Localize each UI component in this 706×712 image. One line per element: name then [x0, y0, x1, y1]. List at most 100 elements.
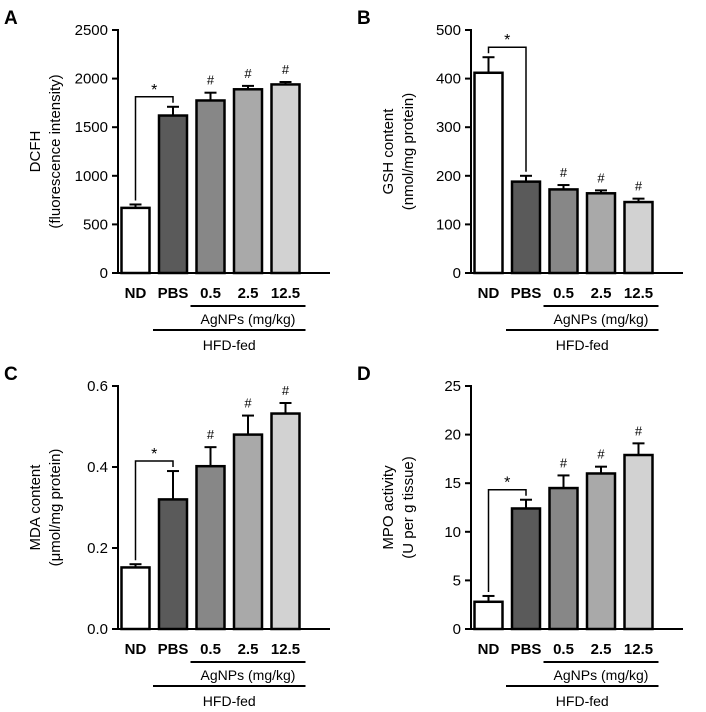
panel-letter: A: [4, 8, 18, 29]
y-tick-label: 1500: [75, 119, 108, 136]
y-tick-label: 0: [453, 265, 461, 282]
significance-hash: #: [282, 383, 290, 398]
bar-2-5: [232, 88, 264, 275]
panel-letter: C: [4, 364, 18, 385]
agnps-label: AgNPs (mg/kg): [554, 311, 649, 327]
significance-star: *: [151, 446, 157, 463]
y-tick-label: 0.2: [87, 540, 108, 557]
x-tick-label: 0.5: [200, 641, 221, 658]
y-tick-label: 500: [83, 216, 108, 233]
significance-hash: #: [560, 165, 568, 180]
significance-hash: #: [282, 62, 290, 77]
panel-b: B GSH content (nmol/mg protein) 0 100 200 300 4…: [353, 0, 706, 356]
significance-bracket: [134, 460, 174, 561]
y-tick-label: 2000: [75, 71, 108, 88]
y-tick-label: 15: [444, 475, 461, 492]
x-tick-label: 2.5: [591, 641, 612, 658]
y-axis-label-line2: (μmol/mg protein): [47, 449, 64, 567]
bar-0-5: [195, 464, 226, 631]
bar-pbs: [510, 507, 542, 631]
bar-nd: [120, 206, 151, 275]
y-axis-label-line1: GSH content: [380, 108, 397, 195]
x-tick-label: 0.5: [200, 285, 221, 302]
x-tick-label: 12.5: [624, 641, 653, 658]
x-tick-label: 0.5: [553, 285, 574, 302]
significance-hash: #: [597, 170, 605, 185]
significance-star: *: [504, 475, 510, 492]
y-tick-label: 0.4: [87, 459, 108, 476]
bar-0-5: [548, 486, 579, 631]
x-tick-label: PBS: [511, 285, 542, 302]
y-tick-label: 300: [436, 119, 461, 136]
agnps-label: AgNPs (mg/kg): [201, 311, 296, 327]
x-tick-label: ND: [125, 641, 147, 658]
y-axis-label-line1: DCFH: [27, 131, 44, 173]
y-axis-label-line2: (fluorescence intensity): [47, 74, 64, 228]
y-tick-label: 10: [444, 524, 461, 541]
significance-hash: #: [635, 423, 643, 438]
y-tick-label: 0.0: [87, 621, 108, 638]
y-axis-label-line2: (nmol/mg protein): [400, 93, 417, 211]
agnps-label: AgNPs (mg/kg): [554, 667, 649, 683]
y-axis-label-line2: (U per g tissue): [400, 456, 417, 559]
chart-b: B GSH content (nmol/mg protein) 0 100 200 300 4…: [357, 8, 683, 353]
bar-nd: [473, 600, 504, 631]
y-tick-label: 5: [453, 572, 461, 589]
x-tick-label: 2.5: [591, 285, 612, 302]
significance-bracket: [134, 96, 174, 201]
significance-hash: #: [207, 427, 215, 442]
panel-letter: B: [357, 8, 371, 29]
bar-12-5: [270, 412, 301, 631]
y-axis-label: GSH content (nmol/mg protein): [380, 93, 417, 211]
bar-0-5: [548, 188, 579, 275]
hfd-label: HFD-fed: [556, 337, 609, 353]
y-tick-label: 25: [444, 378, 461, 395]
x-tick-label: 12.5: [271, 285, 300, 302]
x-tick-label: PBS: [511, 641, 542, 658]
panel-d: D MPO activity (U per g tissue) 0 5 10 15 20 25 N…: [353, 356, 706, 712]
x-tick-label: 0.5: [553, 641, 574, 658]
chart-c: C MDA content (μmol/mg protein) 0.0 0.2 0.4 0.…: [4, 364, 330, 709]
x-tick-label: ND: [125, 285, 147, 302]
hfd-label: HFD-fed: [203, 693, 256, 709]
significance-star: *: [151, 82, 157, 99]
bar-nd: [473, 71, 504, 275]
y-tick-label: 500: [436, 22, 461, 39]
hfd-label: HFD-fed: [203, 337, 256, 353]
bar-12-5: [623, 200, 654, 275]
y-tick-label: 0: [100, 265, 108, 282]
x-tick-label: ND: [478, 285, 500, 302]
y-axis-label: MDA content (μmol/mg protein): [27, 449, 64, 567]
x-tick-label: 12.5: [624, 285, 653, 302]
y-axis-label-line1: MDA content: [27, 464, 44, 551]
significance-bracket: [487, 488, 527, 592]
x-tick-label: 2.5: [238, 285, 259, 302]
bar-2-5: [585, 192, 617, 275]
significance-hash: #: [597, 447, 605, 462]
significance-hash: #: [244, 396, 252, 411]
panel-letter: D: [357, 364, 371, 385]
chart-d: D MPO activity (U per g tissue) 0 5 10 15 20 25 N…: [357, 364, 683, 709]
bar-nd: [120, 566, 151, 631]
y-tick-label: 20: [444, 427, 461, 444]
significance-bracket: [487, 46, 527, 172]
bar-12-5: [270, 83, 301, 275]
y-tick-label: 100: [436, 216, 461, 233]
y-tick-label: 200: [436, 168, 461, 185]
x-tick-label: PBS: [158, 285, 189, 302]
bar-pbs: [157, 114, 189, 275]
y-tick-label: 2500: [75, 22, 108, 39]
significance-hash: #: [560, 455, 568, 470]
bar-0-5: [195, 99, 226, 275]
bar-pbs: [510, 180, 542, 275]
significance-star: *: [504, 32, 510, 49]
bar-12-5: [623, 453, 654, 631]
significance-hash: #: [635, 179, 643, 194]
x-tick-label: ND: [478, 641, 500, 658]
x-tick-label: 12.5: [271, 641, 300, 658]
panel-c: C MDA content (μmol/mg protein) 0.0 0.2 0.4 0.…: [0, 356, 353, 712]
significance-hash: #: [244, 66, 252, 81]
agnps-label: AgNPs (mg/kg): [201, 667, 296, 683]
y-tick-label: 0.6: [87, 378, 108, 395]
